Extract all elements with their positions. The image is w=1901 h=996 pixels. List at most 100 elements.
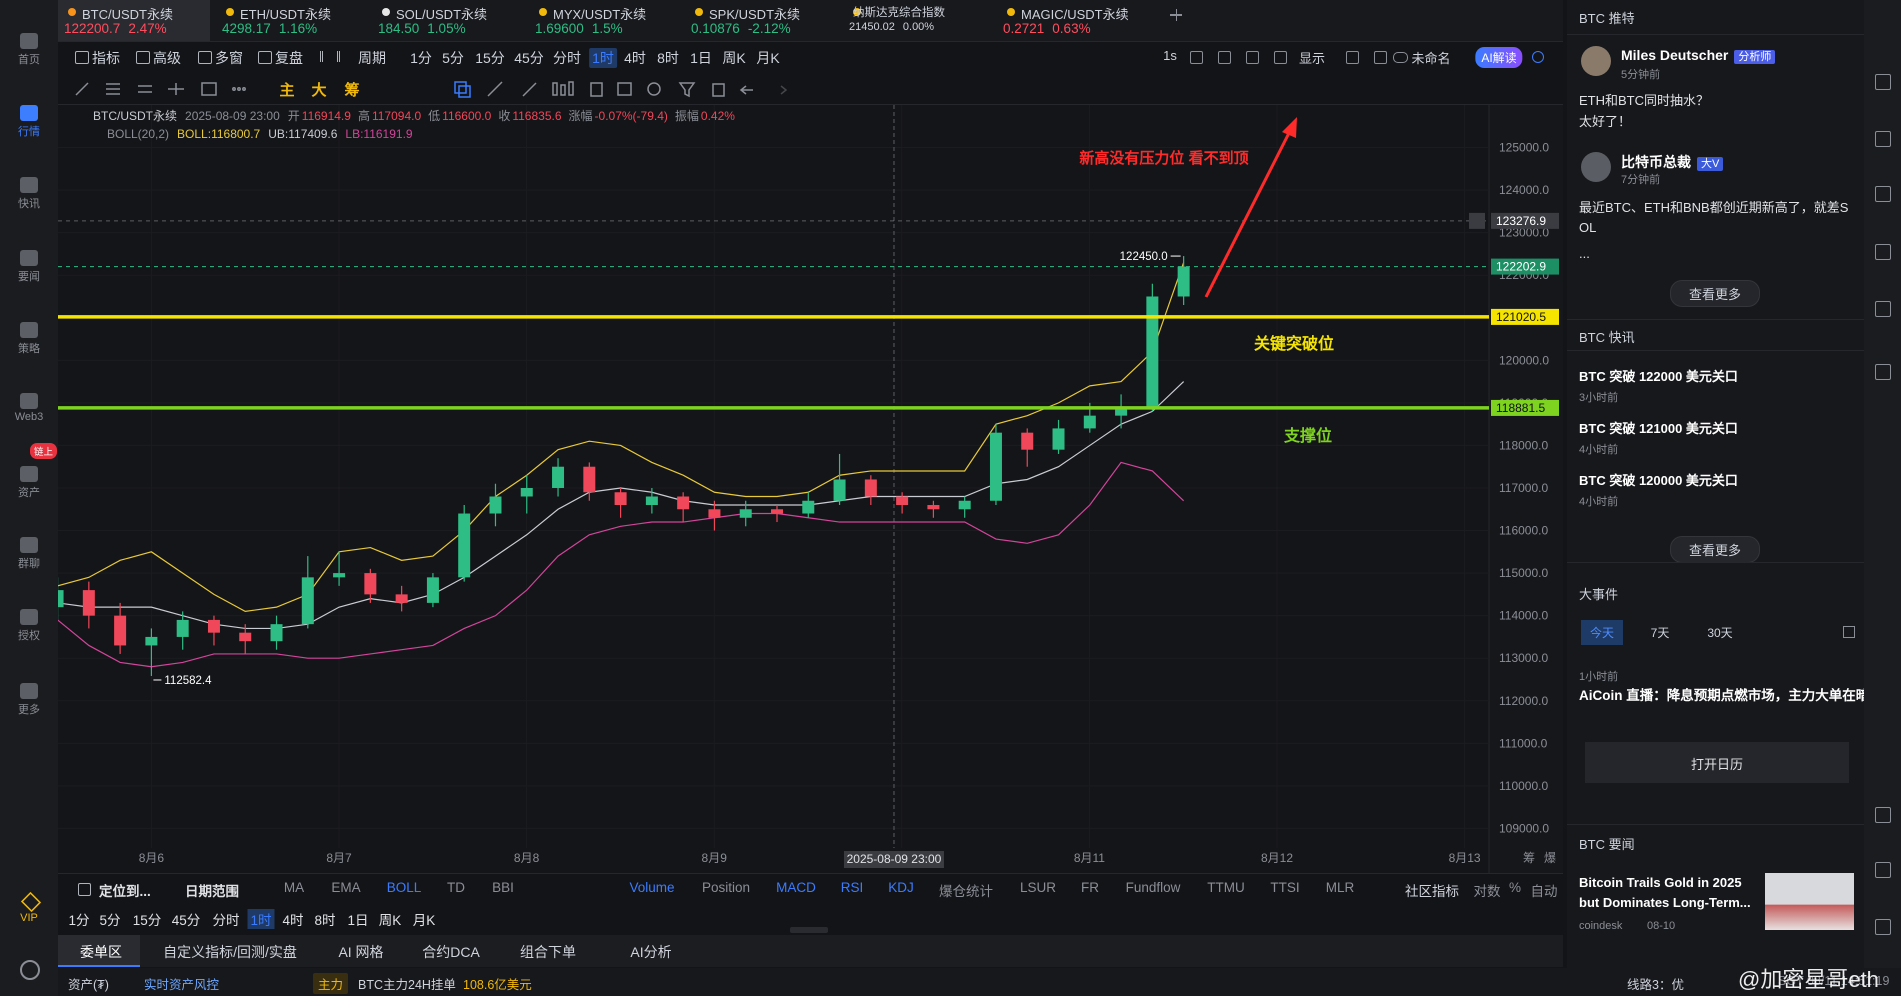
indicator[interactable]: BBI <box>492 880 514 895</box>
nav-label[interactable]: 群聊 <box>18 558 40 570</box>
candle-body <box>614 492 627 506</box>
timeframe[interactable]: 1日 <box>347 913 369 928</box>
timeframe[interactable]: 月K <box>756 50 780 66</box>
timeframe[interactable]: 8时 <box>657 50 679 66</box>
nav-label[interactable]: 要闻 <box>18 271 40 283</box>
timeframe[interactable]: 1分 <box>68 913 90 928</box>
event-tab[interactable]: 7天 <box>1650 626 1670 640</box>
timeframe[interactable]: 月K <box>412 913 436 928</box>
tool-button[interactable]: 未命名 <box>1411 51 1451 66</box>
tab-name[interactable]: ETH/USDT永续 <box>240 7 332 22</box>
panel-tab[interactable]: 组合下单 <box>520 944 576 960</box>
vip-label[interactable]: VIP <box>20 912 38 924</box>
timeframe[interactable]: 周K <box>722 50 746 66</box>
timeframe[interactable]: 分时 <box>212 913 240 928</box>
event-tab[interactable]: 30天 <box>1707 626 1733 640</box>
timeframe[interactable]: 5分 <box>442 50 464 66</box>
tab-name[interactable]: MYX/USDT永续 <box>553 7 647 22</box>
indicator[interactable]: FR <box>1081 880 1099 895</box>
axis-option[interactable]: % <box>1508 880 1522 895</box>
nav-label[interactable]: 更多 <box>18 704 40 716</box>
indicator[interactable]: Volume <box>629 880 675 895</box>
nav-label[interactable]: 资产 <box>18 487 40 499</box>
timeframe[interactable]: 15分 <box>132 913 162 928</box>
ai-button[interactable]: AI解读 <box>1475 47 1523 68</box>
overlay-chip[interactable]: 主 <box>279 82 295 99</box>
indicator[interactable]: 爆仓统计 <box>939 884 993 899</box>
calendar-button[interactable]: 打开日历 <box>1690 757 1744 772</box>
indicator[interactable]: MACD <box>776 880 816 895</box>
flash-title[interactable]: BTC 突破 122000 美元关口 <box>1579 369 1738 384</box>
indicator[interactable]: MLR <box>1325 880 1355 895</box>
timeframe[interactable]: 周K <box>378 913 402 928</box>
risk-control[interactable]: 实时资产风控 <box>144 978 220 992</box>
flash-title[interactable]: BTC 突破 121000 美元关口 <box>1579 421 1738 436</box>
nav-label[interactable]: 策略 <box>18 343 40 355</box>
tool-button[interactable]: 复盘 <box>275 50 303 66</box>
panel-tab[interactable]: 委单区 <box>80 944 122 960</box>
tool-button[interactable]: 指标 <box>92 50 120 66</box>
indicator[interactable]: BOLL <box>386 880 422 895</box>
community-indicators[interactable]: 社区指标 <box>1405 884 1459 899</box>
indicator[interactable]: RSI <box>840 880 864 895</box>
tool-button[interactable]: 1s <box>1163 48 1177 63</box>
tool-button[interactable]: 显示 <box>1298 51 1326 66</box>
news-headline[interactable]: Bitcoin Trails Gold in 2025 but Dominate… <box>1579 875 1751 910</box>
timeframe[interactable]: 1分 <box>410 50 432 66</box>
timeframe[interactable]: 4时 <box>282 913 304 928</box>
indicator[interactable]: TTMU <box>1207 880 1245 895</box>
timeframe[interactable]: 分时 <box>553 50 581 66</box>
nav-label[interactable]: 行情 <box>18 126 40 138</box>
indicator[interactable]: TTSI <box>1270 880 1300 895</box>
panel-icon <box>1875 807 1891 823</box>
timeframe[interactable]: 8时 <box>314 913 336 928</box>
tool-button[interactable]: 多窗 <box>215 50 243 66</box>
timeframe[interactable]: 1时 <box>247 909 275 929</box>
event-tab[interactable]: 今天 <box>1580 620 1624 645</box>
tab-name[interactable]: BTC/USDT永续 <box>82 7 174 22</box>
timeframe[interactable]: 45分 <box>514 50 544 66</box>
indicator[interactable]: LSUR <box>1019 880 1057 895</box>
nav-label[interactable]: Web3 <box>14 411 44 423</box>
tool-button[interactable]: 高级 <box>153 50 181 66</box>
tab-price: 4298.17 <box>222 21 271 36</box>
timeframe[interactable]: 5分 <box>99 913 121 928</box>
indicator[interactable]: EMA <box>331 880 361 895</box>
indicator[interactable]: Fundflow <box>1125 880 1181 895</box>
y-tick-label: 115000.0 <box>1499 566 1548 580</box>
tab-name[interactable]: 纳斯达克综合指数 <box>853 7 945 19</box>
nav-label[interactable]: 授权 <box>18 630 40 642</box>
indicator[interactable]: TD <box>447 880 465 895</box>
panel-tab[interactable]: AI分析 <box>630 944 672 960</box>
period-button[interactable]: 周期 <box>358 50 386 66</box>
locate-button[interactable]: 定位到... <box>99 884 151 899</box>
timeframe[interactable]: 45分 <box>171 913 201 928</box>
tab-quote: 4298.17 1.16% <box>222 21 317 36</box>
panel-tab[interactable]: AI 网格 <box>338 944 384 960</box>
tab-name[interactable]: SOL/USDT永续 <box>396 7 488 22</box>
date-range[interactable]: 日期范围 <box>185 884 239 899</box>
assets[interactable]: 资产(₮) <box>68 978 109 992</box>
more-button[interactable]: 查看更多 <box>1669 536 1761 563</box>
panel-tab[interactable]: 合约DCA <box>422 944 480 960</box>
indicator[interactable]: Position <box>701 880 751 895</box>
indicator[interactable]: KDJ <box>888 880 914 895</box>
overlay-chip[interactable]: 大 <box>311 82 327 99</box>
axis-option[interactable]: 自动 <box>1530 884 1558 899</box>
tab-name[interactable]: SPK/USDT永续 <box>709 7 801 22</box>
timeframe[interactable]: 1时 <box>589 48 617 68</box>
panel-tab[interactable]: 自定义指标/回测/实盘 <box>163 944 297 960</box>
boll-value: UB:117409.6 <box>268 127 338 141</box>
axis-option[interactable]: 对数 <box>1473 884 1501 899</box>
nav-label[interactable]: 快讯 <box>18 198 40 210</box>
nav-label[interactable]: 首页 <box>18 54 40 66</box>
indicator[interactable]: MA <box>283 880 305 895</box>
timeframe[interactable]: 15分 <box>475 50 505 66</box>
flash-title[interactable]: BTC 突破 120000 美元关口 <box>1579 473 1738 488</box>
more-button[interactable]: 查看更多 <box>1669 280 1761 307</box>
tab-name[interactable]: MAGIC/USDT永续 <box>1021 7 1129 22</box>
overlay-chip[interactable]: 筹 <box>344 82 360 99</box>
nav-icon <box>20 250 38 266</box>
timeframe[interactable]: 4时 <box>624 50 646 66</box>
timeframe[interactable]: 1日 <box>690 50 712 66</box>
